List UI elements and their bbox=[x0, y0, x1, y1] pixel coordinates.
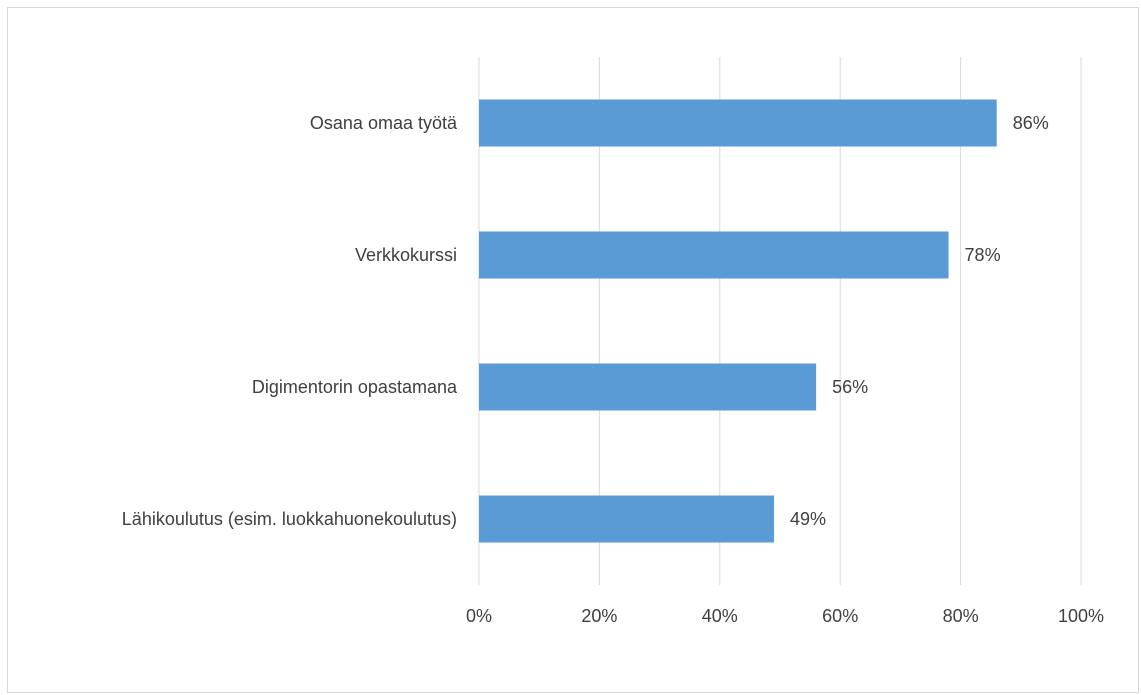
x-tick-label: 20% bbox=[581, 606, 617, 626]
x-tick-label: 0% bbox=[466, 606, 492, 626]
category-label: Osana omaa työtä bbox=[310, 113, 458, 133]
bars bbox=[479, 99, 997, 543]
data-label: 49% bbox=[790, 509, 826, 529]
category-label: Lähikoulutus (esim. luokkahuonekoulutus) bbox=[122, 509, 457, 529]
x-tick-label: 100% bbox=[1058, 606, 1104, 626]
bar-1 bbox=[479, 99, 997, 147]
x-tick-label: 60% bbox=[822, 606, 858, 626]
x-tick-label: 40% bbox=[702, 606, 738, 626]
category-label: Verkkokurssi bbox=[355, 245, 457, 265]
category-label: Digimentorin opastamana bbox=[252, 377, 458, 397]
bar-3 bbox=[479, 363, 817, 411]
x-tick-label: 80% bbox=[943, 606, 979, 626]
bar-2 bbox=[479, 231, 949, 279]
labels: 0% 20% 40% 60% 80% 100% Osana omaa työtä 86% Ver… bbox=[122, 113, 1104, 626]
data-label: 56% bbox=[832, 377, 868, 397]
data-label: 86% bbox=[1013, 113, 1049, 133]
data-label: 78% bbox=[965, 245, 1001, 265]
bar-4 bbox=[479, 495, 774, 543]
